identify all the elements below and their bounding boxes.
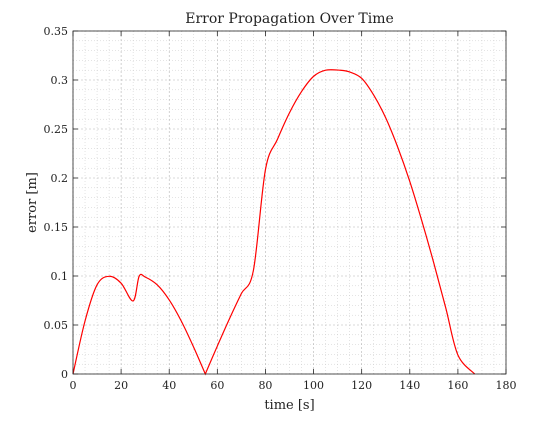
series-line bbox=[72, 69, 476, 376]
x-tick-label: 80 bbox=[258, 379, 272, 392]
x-axis-label: time [s] bbox=[264, 398, 314, 413]
y-axis-label: error [m] bbox=[25, 172, 40, 233]
series-group bbox=[72, 69, 476, 376]
x-tick-label: 20 bbox=[114, 379, 128, 392]
y-tick-label: 0.1 bbox=[51, 270, 69, 283]
y-tick-label: 0.3 bbox=[51, 74, 69, 87]
plot-frame bbox=[72, 30, 507, 375]
tick-marks bbox=[72, 30, 507, 375]
chart-title: Error Propagation Over Time bbox=[185, 11, 394, 27]
y-tick-label: 0.05 bbox=[44, 319, 69, 332]
x-tick-label: 140 bbox=[399, 379, 420, 392]
x-tick-label: 0 bbox=[70, 379, 77, 392]
x-tick-label: 60 bbox=[210, 379, 224, 392]
minor-gridlines bbox=[73, 31, 506, 374]
y-tick-labels: 0 0.05 0.1 0.15 0.2 0.25 0.3 0.35 bbox=[44, 25, 69, 381]
x-tick-label: 100 bbox=[303, 379, 324, 392]
x-tick-label: 40 bbox=[162, 379, 176, 392]
y-tick-label: 0.25 bbox=[44, 123, 69, 136]
x-tick-label: 120 bbox=[351, 379, 372, 392]
x-tick-label: 160 bbox=[447, 379, 468, 392]
y-tick-label: 0.15 bbox=[44, 221, 69, 234]
y-tick-label: 0.2 bbox=[51, 172, 69, 185]
x-tick-labels: 0 20 40 60 80 100 120 140 160 180 bbox=[70, 379, 517, 392]
y-tick-label: 0.35 bbox=[44, 25, 69, 38]
y-tick-label: 0 bbox=[61, 368, 68, 381]
x-tick-label: 180 bbox=[496, 379, 517, 392]
